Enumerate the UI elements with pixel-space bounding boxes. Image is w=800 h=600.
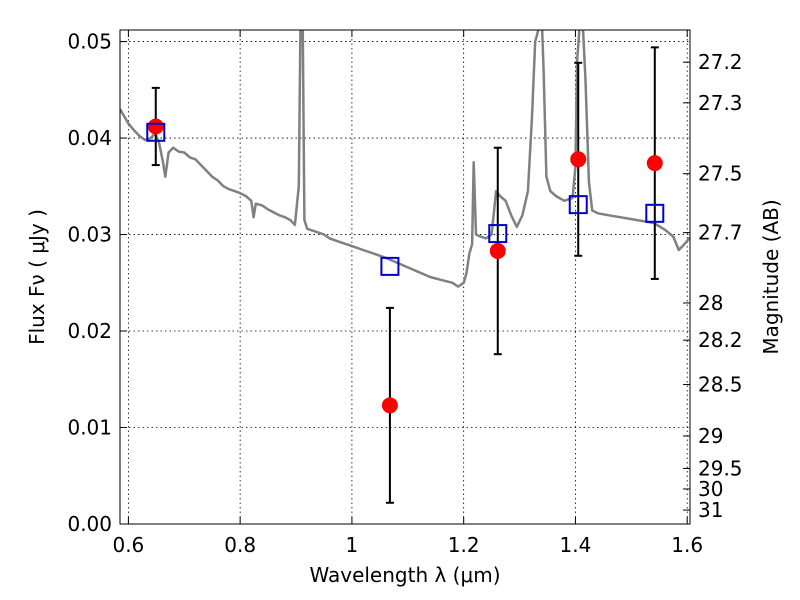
x-tick-label: 1.6 <box>671 533 703 557</box>
x-tick-label: 0.6 <box>112 533 144 557</box>
magnitude-tick-label: 27.5 <box>698 162 743 186</box>
magnitude-axis-label: Magnitude (AB) <box>759 199 783 354</box>
magnitude-tick-label: 28 <box>698 291 723 315</box>
y-tick-label: 0.02 <box>67 319 112 343</box>
y-tick-label: 0.03 <box>67 223 112 247</box>
observed-flux-point <box>570 151 587 168</box>
observed-flux-point <box>489 242 506 259</box>
observed-flux-point <box>381 397 398 414</box>
magnitude-tick-label: 27.3 <box>698 91 743 115</box>
x-tick-label: 0.8 <box>224 533 256 557</box>
magnitude-tick-label: 31 <box>698 498 723 522</box>
magnitude-tick-label: 29.5 <box>698 456 743 480</box>
observed-flux-point <box>646 155 663 172</box>
model-flux-point <box>380 256 400 276</box>
magnitude-tick-label: 27.7 <box>698 221 743 245</box>
model-flux-point <box>568 195 588 215</box>
observed-flux-point <box>147 118 164 135</box>
magnitude-tick-label: 30 <box>698 477 723 501</box>
grid <box>120 30 690 525</box>
template-spectrum-line <box>120 30 690 288</box>
model-flux-point <box>146 122 166 142</box>
plot-frame <box>119 29 691 525</box>
y-tick-label: 0.00 <box>67 512 112 536</box>
y-tick-label: 0.04 <box>67 126 112 150</box>
y-axis-label: Flux Fν ( μJy ) <box>25 209 49 345</box>
plot-area <box>120 30 690 504</box>
x-tick-label: 1.2 <box>448 533 480 557</box>
magnitude-tick-label: 27.2 <box>698 50 743 74</box>
x-axis-label: Wavelength λ (μm) <box>309 563 500 587</box>
magnitude-tick-label: 28.2 <box>698 328 743 352</box>
axis-ticks: 0.6 0.8 1 1.2 1.4 1.6 0.00 0.01 0.02 0.03 0.04 0.05… <box>67 30 742 557</box>
magnitude-tick-label: 29 <box>698 424 723 448</box>
x-tick-label: 1.4 <box>560 533 592 557</box>
model-flux-point <box>488 224 508 244</box>
y-tick-label: 0.01 <box>67 416 112 440</box>
x-tick-label: 1 <box>346 533 359 557</box>
model-flux-point <box>645 203 665 223</box>
y-tick-label: 0.05 <box>67 30 112 54</box>
magnitude-tick-label: 28.5 <box>698 373 743 397</box>
